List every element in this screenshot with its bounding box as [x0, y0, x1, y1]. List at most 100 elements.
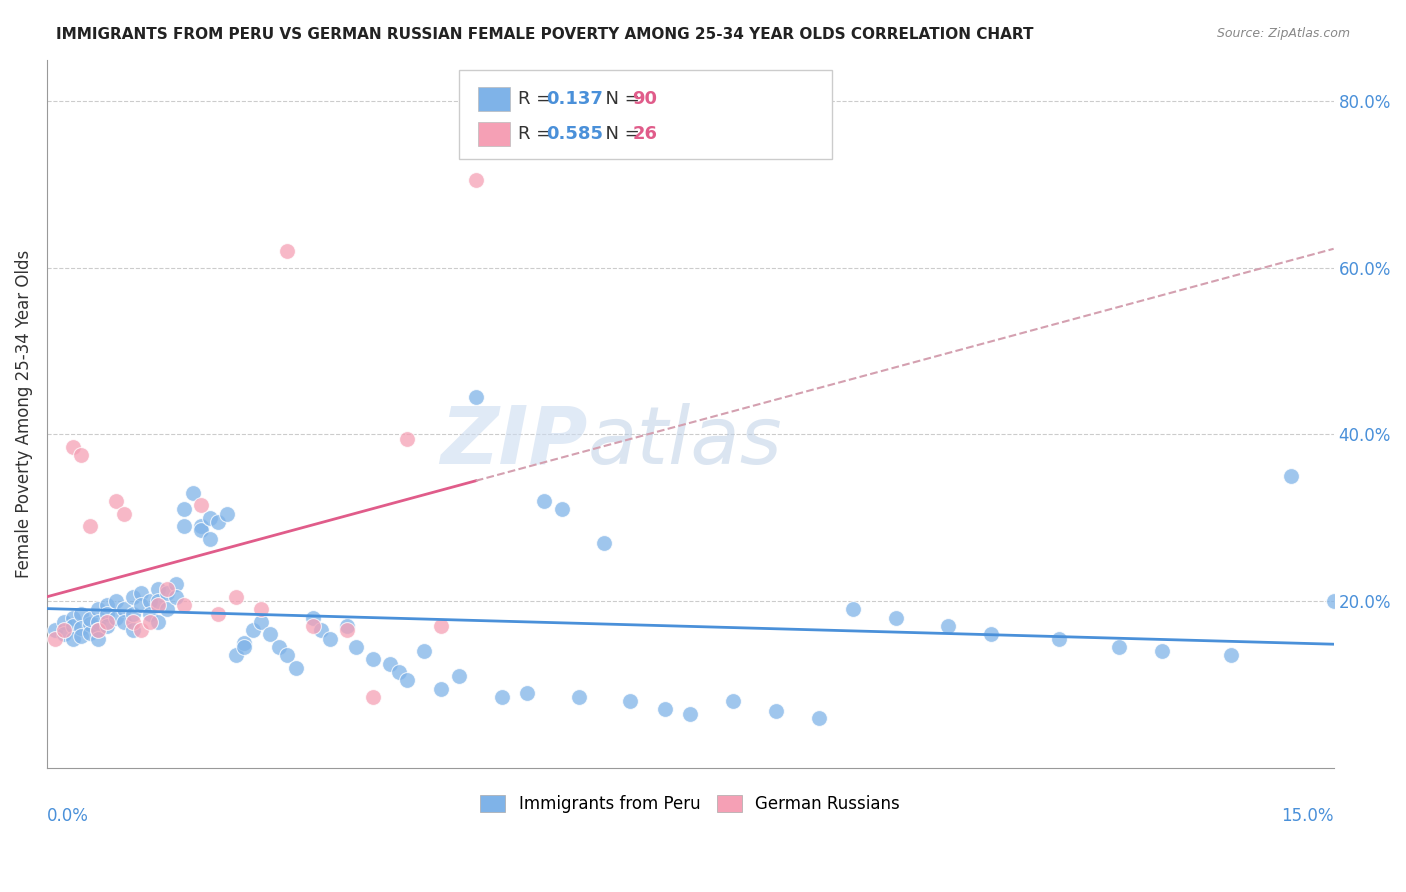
Point [79, 625, 101, 640]
Point [361, 690, 384, 704]
Point [979, 627, 1001, 641]
Point [121, 590, 143, 604]
Point [112, 615, 135, 629]
Point [148, 594, 170, 608]
Point [79, 519, 101, 533]
Point [53, 627, 76, 641]
Text: R =: R = [517, 125, 557, 143]
Point [173, 519, 195, 533]
Point [284, 661, 307, 675]
Text: 0.585: 0.585 [546, 125, 603, 143]
Point [112, 602, 135, 616]
Text: N =: N = [593, 89, 645, 108]
Point [225, 590, 247, 604]
Point [491, 690, 513, 704]
Point [198, 532, 221, 546]
Text: Source: ZipAtlas.com: Source: ZipAtlas.com [1216, 27, 1350, 40]
Point [70, 621, 93, 635]
Text: ZIP: ZIP [440, 403, 588, 481]
Text: atlas: atlas [588, 403, 782, 481]
Point [215, 507, 238, 521]
Text: N =: N = [593, 125, 645, 143]
Point [121, 624, 143, 638]
Point [44, 632, 66, 646]
Point [842, 602, 865, 616]
Point [301, 619, 323, 633]
Point [267, 640, 290, 654]
Y-axis label: Female Poverty Among 25-34 Year Olds: Female Poverty Among 25-34 Year Olds [15, 250, 32, 578]
Legend: Immigrants from Peru, German Russians: Immigrants from Peru, German Russians [471, 785, 910, 823]
Text: IMMIGRANTS FROM PERU VS GERMAN RUSSIAN FEMALE POVERTY AMONG 25-34 YEAR OLDS CORR: IMMIGRANTS FROM PERU VS GERMAN RUSSIAN F… [56, 27, 1033, 42]
Point [387, 665, 409, 679]
Point [1279, 469, 1302, 483]
Point [44, 624, 66, 638]
Point [53, 624, 76, 638]
Point [129, 586, 152, 600]
Point [156, 602, 179, 616]
Point [190, 523, 212, 537]
Point [139, 607, 162, 621]
Point [516, 686, 538, 700]
Bar [478, 87, 510, 111]
Point [259, 627, 281, 641]
Point [96, 599, 118, 613]
Point [276, 648, 298, 663]
Point [250, 615, 273, 629]
Point [430, 681, 453, 696]
Bar [478, 122, 510, 146]
Text: 90: 90 [633, 89, 658, 108]
Point [104, 494, 127, 508]
Point [148, 599, 170, 613]
Point [765, 704, 787, 718]
Point [936, 619, 959, 633]
Point [619, 694, 641, 708]
Point [1108, 640, 1130, 654]
Point [884, 611, 907, 625]
Point [250, 602, 273, 616]
Point [129, 599, 152, 613]
Point [156, 586, 179, 600]
Text: 0.0%: 0.0% [46, 806, 89, 824]
Point [79, 617, 101, 632]
Point [533, 494, 555, 508]
Point [361, 652, 384, 666]
Point [104, 611, 127, 625]
Point [139, 594, 162, 608]
Point [70, 607, 93, 621]
Point [181, 485, 204, 500]
Point [225, 648, 247, 663]
Point [112, 507, 135, 521]
Point [87, 624, 110, 638]
Point [378, 657, 401, 671]
Point [70, 629, 93, 643]
Point [242, 624, 264, 638]
Text: 26: 26 [633, 125, 658, 143]
Point [336, 619, 359, 633]
Point [198, 510, 221, 524]
Point [344, 640, 367, 654]
Point [121, 607, 143, 621]
Point [53, 615, 76, 629]
Text: 15.0%: 15.0% [1281, 806, 1334, 824]
Point [62, 619, 84, 633]
Point [70, 448, 93, 462]
Point [139, 615, 162, 629]
Point [654, 702, 676, 716]
Point [301, 611, 323, 625]
Point [62, 611, 84, 625]
Point [1047, 632, 1070, 646]
Point [62, 440, 84, 454]
Point [413, 644, 436, 658]
Point [129, 624, 152, 638]
Text: 0.137: 0.137 [546, 89, 603, 108]
Point [396, 432, 419, 446]
Point [96, 607, 118, 621]
Point [464, 390, 486, 404]
Point [447, 669, 470, 683]
Point [679, 706, 702, 721]
FancyBboxPatch shape [458, 70, 832, 159]
Point [593, 535, 616, 549]
Point [165, 577, 187, 591]
Point [62, 632, 84, 646]
Point [464, 173, 486, 187]
